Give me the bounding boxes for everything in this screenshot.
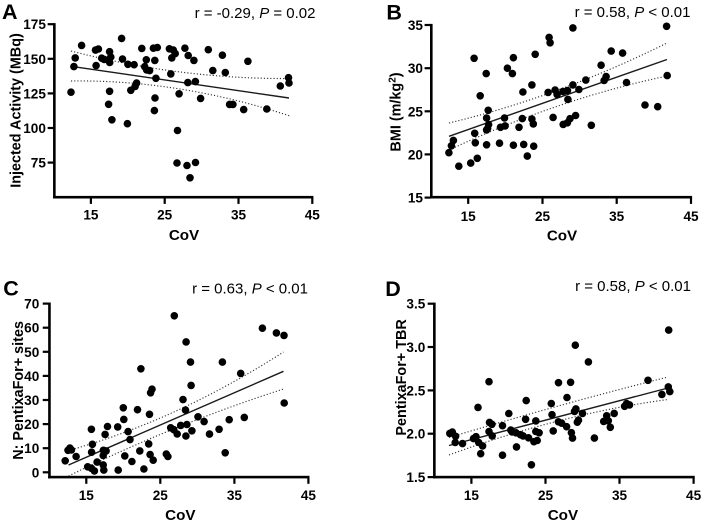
svg-text:45: 45 [683,209,699,224]
svg-text:25: 25 [535,209,551,224]
svg-text:25: 25 [408,104,424,119]
svg-text:B: B [386,0,402,24]
svg-text:30: 30 [24,393,39,408]
svg-text:1.5: 1.5 [406,470,425,485]
svg-text:75: 75 [31,156,47,171]
svg-text:175: 175 [23,17,46,32]
svg-text:25: 25 [157,208,173,223]
svg-text:r = 0.58, P < 0.01: r = 0.58, P < 0.01 [575,4,691,21]
svg-text:CoV: CoV [169,227,200,244]
svg-text:70: 70 [24,297,39,312]
svg-text:15: 15 [461,209,477,224]
svg-text:r = -0.29, P = 0.02: r = -0.29, P = 0.02 [195,5,316,22]
svg-text:20: 20 [24,417,39,432]
svg-text:N: PentixaFor+ sites: N: PentixaFor+ sites [11,321,27,460]
svg-text:r = 0.58, P < 0.01: r = 0.58, P < 0.01 [575,278,691,295]
svg-text:2.5: 2.5 [406,383,425,398]
svg-text:125: 125 [23,86,46,101]
svg-text:15: 15 [464,488,480,503]
svg-text:r = 0.63, P < 0.01: r = 0.63, P < 0.01 [192,281,308,298]
svg-text:0: 0 [32,465,40,480]
svg-text:25: 25 [538,488,554,503]
svg-text:150: 150 [23,52,46,67]
svg-text:35: 35 [612,488,628,503]
svg-text:45: 45 [301,488,317,503]
svg-text:100: 100 [23,121,46,136]
svg-text:50: 50 [24,345,39,360]
svg-text:3.0: 3.0 [406,340,425,355]
svg-text:PentixaFor+ TBR: PentixaFor+ TBR [394,319,410,436]
svg-text:C: C [3,277,19,301]
svg-text:2.0: 2.0 [406,427,425,442]
svg-text:35: 35 [227,488,243,503]
svg-text:45: 45 [305,208,321,223]
svg-text:60: 60 [24,321,39,336]
svg-text:CoV: CoV [548,507,579,524]
svg-text:35: 35 [408,18,424,33]
svg-text:20: 20 [408,147,423,162]
svg-text:15: 15 [408,191,424,206]
svg-text:10: 10 [24,441,39,456]
svg-text:CoV: CoV [547,228,578,245]
svg-text:45: 45 [686,488,702,503]
svg-text:3.5: 3.5 [406,297,425,312]
svg-text:Injected Activity (MBq): Injected Activity (MBq) [8,33,24,188]
svg-text:D: D [385,277,401,301]
svg-text:35: 35 [609,209,625,224]
svg-text:25: 25 [153,488,169,503]
svg-text:40: 40 [24,369,39,384]
svg-text:A: A [2,0,18,24]
svg-text:15: 15 [79,488,95,503]
svg-text:15: 15 [83,208,99,223]
svg-text:30: 30 [408,61,423,76]
svg-text:35: 35 [231,208,247,223]
svg-text:BMI (m/kg2): BMI (m/kg2) [387,72,404,151]
svg-text:CoV: CoV [165,507,196,524]
